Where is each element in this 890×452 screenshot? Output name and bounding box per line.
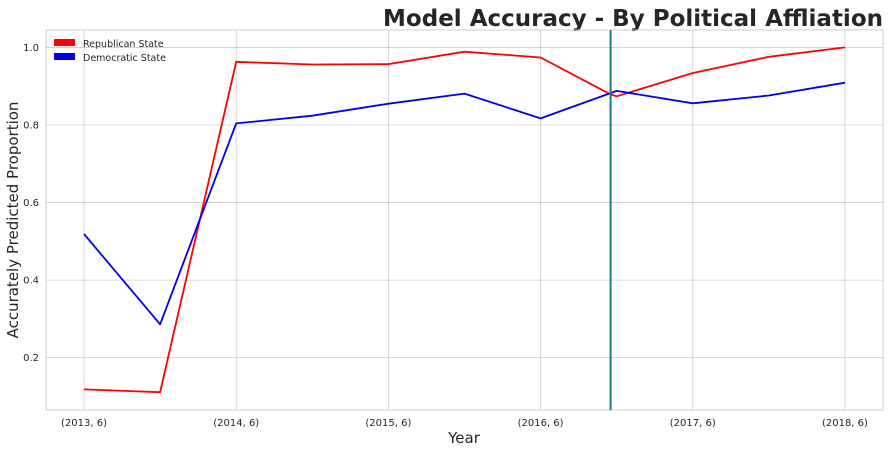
x-tick-labels: (2013, 6) (2014, 6) (2015, 6) (2016, 6) (201… — [61, 418, 868, 429]
grid — [46, 30, 883, 410]
y-axis-label: Accurately Predicted Proportion — [4, 102, 22, 339]
y-tick-labels: 0.2 0.4 0.6 0.8 1.0 — [23, 43, 39, 364]
x-tick-label: (2015, 6) — [365, 418, 411, 429]
legend: Republican State Democratic State — [54, 39, 166, 64]
series-line-democratic — [83, 81, 846, 326]
legend-label-democratic: Democratic State — [83, 53, 166, 64]
x-tick-label: (2014, 6) — [213, 418, 259, 429]
y-tick-label: 0.6 — [23, 198, 39, 209]
y-tick-label: 0.8 — [23, 121, 39, 132]
series-line-republican — [83, 46, 846, 394]
legend-swatch-republican — [54, 39, 75, 46]
x-tick-label: (2013, 6) — [61, 418, 107, 429]
chart-title: Model Accuracy - By Political Affliation — [383, 6, 883, 32]
y-tick-label: 0.2 — [23, 353, 39, 364]
x-axis-label: Year — [447, 429, 481, 447]
x-tick-label: (2017, 6) — [670, 418, 716, 429]
legend-label-republican: Republican State — [83, 39, 164, 50]
y-tick-label: 0.4 — [23, 276, 39, 287]
y-tick-label: 1.0 — [23, 43, 39, 54]
series-layer — [83, 46, 846, 394]
x-tick-label: (2018, 6) — [822, 418, 868, 429]
x-tick-label: (2016, 6) — [518, 418, 564, 429]
legend-swatch-democratic — [54, 53, 75, 60]
plot-frame — [45, 29, 884, 411]
